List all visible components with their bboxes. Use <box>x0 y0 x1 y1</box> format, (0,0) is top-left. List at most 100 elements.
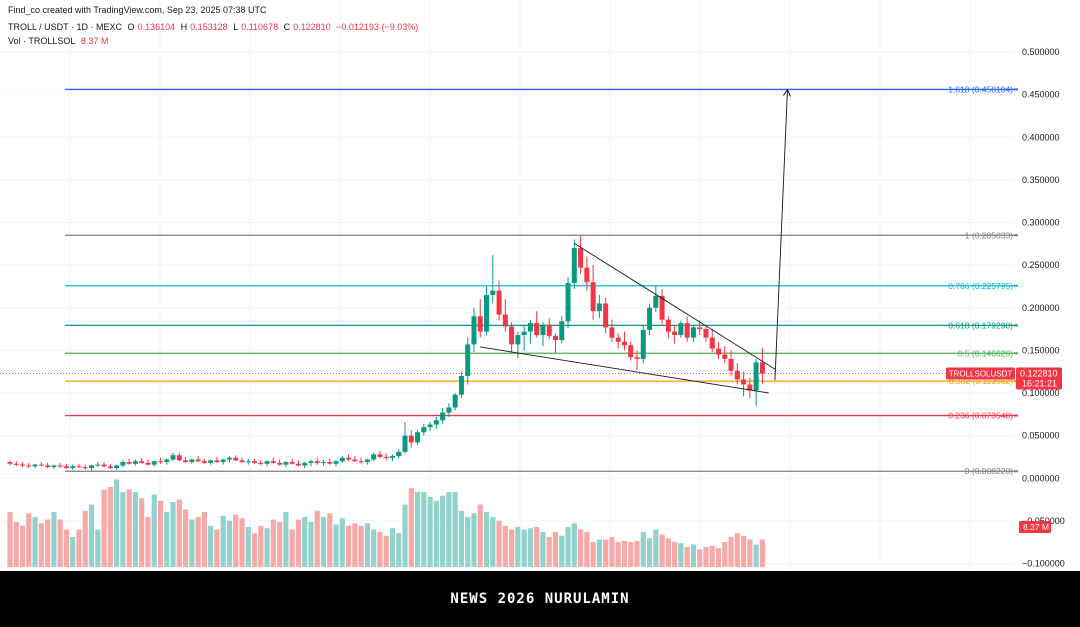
candle-body <box>327 462 333 464</box>
high-label: H <box>180 22 188 32</box>
candle-body <box>665 319 671 332</box>
volume-bar <box>107 487 113 567</box>
volume-bar <box>414 492 421 567</box>
candle-body <box>383 456 389 458</box>
volume-tag-bg <box>1019 521 1051 533</box>
volume-bar <box>383 535 389 567</box>
volume-bar <box>615 542 621 567</box>
volume-bar <box>13 522 19 567</box>
high-value: 0.153128 <box>190 22 228 32</box>
volume-bar <box>226 520 233 567</box>
fib-axis-marker <box>1014 352 1018 355</box>
volume-bar <box>565 527 571 567</box>
volume-bar <box>697 549 703 567</box>
fib-label: 0.618 (0.179290) <box>948 320 1013 330</box>
volume-bar <box>734 533 740 567</box>
volume-bar <box>722 542 728 567</box>
candle-body <box>759 362 765 374</box>
candle-body <box>697 327 703 330</box>
trendline <box>574 243 776 370</box>
fib-levels: 1.618 (0.456104) 1 (0.285033) 0.786 (0.225… <box>65 84 1014 476</box>
candle-body <box>377 454 383 457</box>
axis-background <box>1014 0 1080 571</box>
volume-bar <box>515 527 521 567</box>
volume-bar <box>590 542 596 567</box>
price-chart[interactable]: 1.618 (0.456104) 1 (0.285033) 0.786 (0.225… <box>0 0 1080 571</box>
volume-bar <box>377 532 383 567</box>
y-tick-label: 0.350000 <box>1022 175 1060 185</box>
volume-bar <box>364 523 370 567</box>
trendline <box>774 89 788 381</box>
volume-bar <box>26 513 32 567</box>
candle-body <box>126 462 132 464</box>
trendline <box>480 346 769 394</box>
volume-bar <box>458 510 465 567</box>
candle-body <box>170 455 176 460</box>
candle-body <box>615 337 621 342</box>
price-tag-symbol: TROLLSOLUSDT <box>949 370 1013 379</box>
fib-label: 1 (0.285033) <box>965 230 1013 240</box>
candle-body <box>722 354 728 359</box>
candle-body <box>195 459 201 462</box>
candle-body <box>107 466 113 469</box>
volume-bar <box>490 517 496 567</box>
footer-text: NEWS 2026 NURULAMIN <box>450 591 630 607</box>
y-tick-label: 0.200000 <box>1022 303 1060 313</box>
volume-bar <box>145 517 151 567</box>
candle-body <box>333 461 339 464</box>
candle-body <box>471 316 477 345</box>
volume-bar <box>126 489 132 567</box>
volume-bar <box>333 524 339 567</box>
candle-body <box>408 435 414 443</box>
volume-bar <box>195 517 201 567</box>
close-value: 0.122810 <box>293 22 331 32</box>
chart-credit: Find_co created with TradingView.com, Se… <box>8 5 267 15</box>
volume-bar <box>609 537 615 567</box>
arrow-head <box>783 88 791 97</box>
volume-bar <box>628 542 634 567</box>
change-value: −0.012193 (−9.03%) <box>336 22 419 32</box>
candle-body <box>647 307 653 330</box>
fib-axis-marker <box>1014 324 1018 327</box>
candle-body <box>634 357 640 359</box>
volume-bar <box>88 504 95 567</box>
volume-bar <box>577 529 584 567</box>
candle-body <box>164 459 170 463</box>
ohlc-legend: TROLL / USDT · 1D · MEXC O 0.136104 H 0.15… <box>8 22 421 32</box>
volume-bar <box>653 529 659 567</box>
candle-body <box>396 451 402 457</box>
volume-bar <box>521 529 527 567</box>
low-value: 0.110678 <box>241 22 279 32</box>
y-tick-label: 0.300000 <box>1022 218 1060 228</box>
volume-bar <box>157 500 164 567</box>
candle-body <box>402 435 408 452</box>
volume-bar <box>546 537 552 567</box>
candle-body <box>565 283 571 322</box>
close-label: C <box>283 22 291 32</box>
volume-bar <box>139 498 145 567</box>
candle-body <box>590 282 596 312</box>
y-tick-label: −0.100000 <box>1022 559 1065 569</box>
volume-bar <box>164 512 170 567</box>
volume-bar <box>684 547 690 567</box>
volume-bar <box>690 544 697 567</box>
candle-body <box>465 344 471 376</box>
candle-body <box>371 454 377 460</box>
volume-bar <box>70 537 76 567</box>
volume-bar <box>396 533 402 567</box>
volume-bar <box>421 492 427 567</box>
candle-body <box>741 379 747 385</box>
volume-bar <box>753 544 759 567</box>
candle-body <box>32 464 38 467</box>
candle-body <box>233 457 239 461</box>
volume-bar <box>32 517 38 567</box>
candle-body <box>578 248 584 268</box>
candle-body <box>70 466 76 469</box>
candle-body <box>220 459 226 463</box>
fib-axis-marker <box>1014 284 1018 287</box>
candle-body <box>132 461 138 464</box>
candle-body <box>7 462 13 464</box>
candle-body <box>716 348 722 355</box>
volume-bar <box>371 529 377 567</box>
candle-body <box>270 461 276 463</box>
